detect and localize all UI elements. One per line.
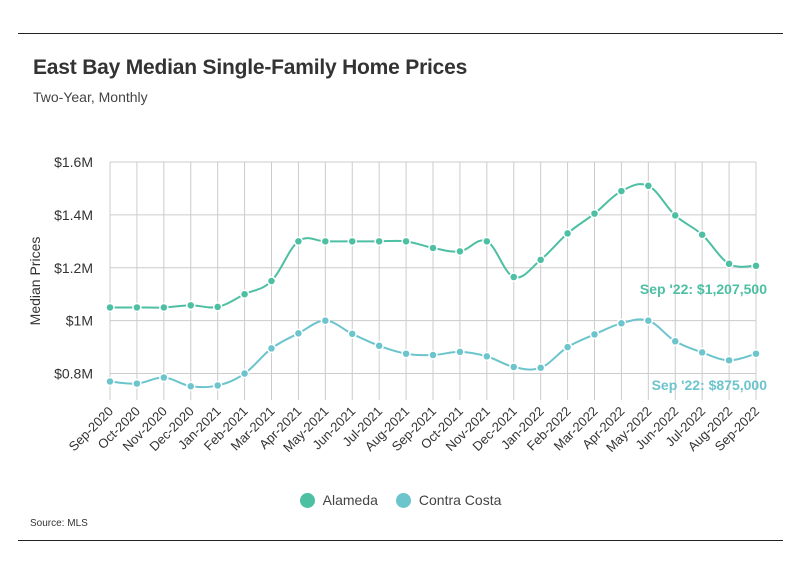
data-point-alameda	[239, 289, 250, 299]
data-point-alameda	[643, 181, 654, 191]
data-point-contra-costa	[509, 362, 519, 372]
series-group	[105, 181, 761, 391]
data-point-contra-costa	[105, 376, 115, 387]
legend: Alameda Contra Costa	[0, 492, 801, 508]
data-point-alameda	[212, 302, 223, 312]
data-point-contra-costa	[455, 347, 465, 357]
data-point-alameda	[616, 186, 627, 196]
legend-swatch-contra-costa	[395, 492, 411, 508]
y-tick-label: $1.2M	[54, 260, 93, 276]
data-point-contra-costa	[724, 355, 734, 366]
data-point-contra-costa	[589, 329, 600, 340]
data-point-alameda	[320, 236, 331, 247]
gridlines	[109, 161, 757, 400]
legend-swatch-alameda	[299, 492, 315, 508]
legend-item-alameda: Alameda	[299, 492, 378, 508]
data-point-contra-costa	[482, 351, 492, 362]
legend-item-contra-costa: Contra Costa	[395, 492, 502, 508]
data-point-alameda	[535, 255, 546, 265]
bottom-rule	[18, 540, 783, 541]
data-point-contra-costa	[159, 372, 169, 383]
data-point-alameda	[589, 208, 600, 219]
data-point-contra-costa	[212, 380, 223, 391]
annotation-alameda: Sep '22: $1,207,500	[640, 281, 767, 297]
data-point-alameda	[266, 276, 277, 286]
data-point-contra-costa	[374, 341, 384, 351]
data-point-alameda	[186, 300, 196, 311]
data-point-contra-costa	[670, 336, 680, 347]
source-note: Source: MLS	[30, 518, 88, 529]
data-point-alameda	[697, 229, 707, 240]
data-point-contra-costa	[320, 315, 331, 326]
y-tick-label: $1M	[66, 313, 93, 329]
data-point-alameda	[347, 236, 357, 247]
data-point-alameda	[751, 261, 761, 271]
top-rule	[18, 33, 783, 34]
y-axis-ticks: $0.8M $1M $1.2M $1.4M $1.6M	[54, 154, 93, 382]
data-point-contra-costa	[697, 347, 707, 358]
data-point-contra-costa	[347, 329, 357, 339]
data-point-alameda	[374, 236, 384, 247]
data-point-contra-costa	[401, 348, 411, 359]
data-point-alameda	[428, 243, 438, 253]
annotations: Sep '22: $1,207,500 Sep '22: $875,000	[640, 281, 767, 393]
data-point-alameda	[724, 259, 734, 269]
data-point-contra-costa	[132, 378, 142, 389]
data-point-contra-costa	[751, 348, 761, 359]
data-point-contra-costa	[535, 362, 546, 373]
data-point-contra-costa	[428, 350, 438, 360]
data-point-alameda	[401, 236, 411, 247]
data-point-contra-costa	[239, 368, 250, 379]
x-axis-ticks: Sep-2020Oct-2020Nov-2020Dec-2020Jan-2021…	[66, 404, 762, 455]
chart-title: East Bay Median Single-Family Home Price…	[33, 56, 468, 79]
data-point-alameda	[482, 236, 492, 247]
chart-subtitle: Two-Year, Monthly	[33, 89, 148, 105]
y-tick-label: $1.4M	[54, 207, 93, 223]
data-point-contra-costa	[616, 318, 627, 329]
data-point-alameda	[132, 302, 142, 313]
data-point-contra-costa	[643, 315, 654, 326]
data-point-contra-costa	[293, 328, 304, 339]
data-point-contra-costa	[186, 381, 196, 391]
data-point-alameda	[105, 302, 115, 313]
data-point-alameda	[562, 228, 573, 239]
data-point-alameda	[670, 210, 680, 221]
y-tick-label: $1.6M	[54, 154, 93, 170]
y-axis-label: Median Prices	[27, 237, 43, 326]
legend-label-alameda: Alameda	[322, 492, 378, 508]
data-point-alameda	[455, 246, 465, 257]
legend-label-contra-costa: Contra Costa	[418, 492, 502, 508]
data-point-alameda	[293, 236, 304, 247]
annotation-contra-costa: Sep '22: $875,000	[652, 377, 768, 393]
data-point-contra-costa	[266, 343, 277, 354]
y-tick-label: $0.8M	[54, 366, 93, 382]
data-point-contra-costa	[562, 342, 573, 352]
data-point-alameda	[159, 302, 169, 313]
data-point-alameda	[509, 272, 519, 282]
